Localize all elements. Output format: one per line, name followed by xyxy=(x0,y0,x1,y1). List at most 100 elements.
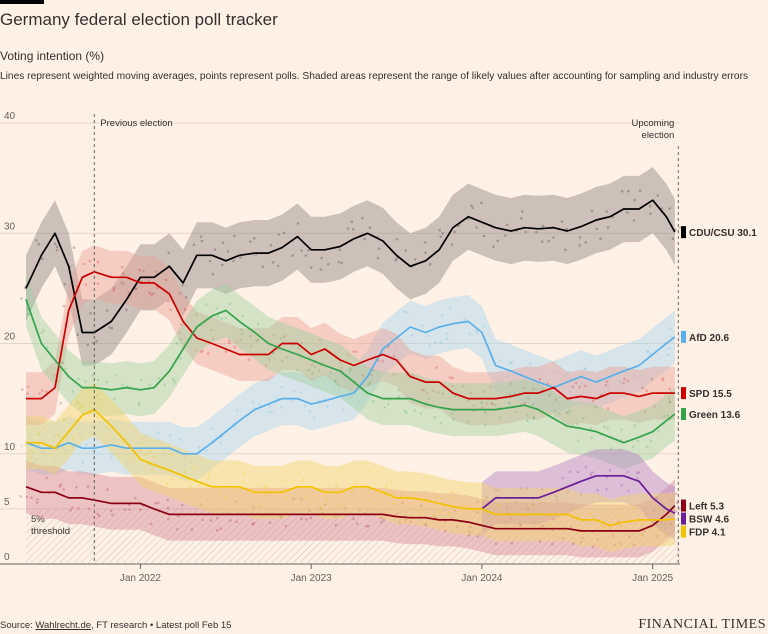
poll-dot-afd xyxy=(669,327,672,331)
poll-dot-spd xyxy=(310,363,314,366)
poll-dot-bsw xyxy=(525,487,528,490)
poll-dot-cdu-csu xyxy=(152,292,155,295)
poll-dot-green xyxy=(466,420,470,424)
poll-dot-fdp xyxy=(56,448,59,451)
poll-dot-left xyxy=(443,529,447,533)
poll-dot-afd xyxy=(338,388,341,392)
poll-dot-spd xyxy=(134,287,138,291)
y-tick-label: 40 xyxy=(4,111,16,122)
poll-dot-cdu-csu xyxy=(261,265,265,269)
poll-dot-cdu-csu xyxy=(578,236,582,239)
poll-dot-bsw xyxy=(627,489,630,493)
poll-dot-cdu-csu xyxy=(467,217,470,221)
poll-dot-green xyxy=(77,377,80,381)
poll-dot-cdu-csu xyxy=(276,264,280,268)
poll-dot-afd xyxy=(379,343,383,347)
poll-dot-left xyxy=(670,498,673,501)
poll-dot-spd xyxy=(626,379,630,383)
poll-dot-spd xyxy=(26,392,29,396)
poll-dot-left xyxy=(97,514,101,518)
poll-dot-cdu-csu xyxy=(200,239,204,243)
poll-dot-left xyxy=(309,516,313,520)
poll-dot-afd xyxy=(564,374,567,377)
poll-dot-spd xyxy=(421,388,424,392)
poll-dot-afd xyxy=(425,334,429,338)
poll-dot-green xyxy=(71,390,75,393)
poll-dot-cdu-csu xyxy=(547,239,550,243)
poll-dot-left xyxy=(518,523,522,526)
poll-dot-spd xyxy=(571,385,574,388)
poll-dot-left xyxy=(123,508,127,512)
poll-dot-left xyxy=(571,542,575,545)
poll-dot-spd xyxy=(211,337,215,341)
poll-dot-cdu-csu xyxy=(108,326,111,329)
poll-dot-afd xyxy=(499,370,503,374)
poll-dot-fdp xyxy=(96,415,99,419)
poll-dot-fdp xyxy=(29,456,32,460)
poll-dot-left xyxy=(619,542,622,545)
poll-dot-spd xyxy=(150,293,153,297)
poll-dot-afd xyxy=(28,433,32,437)
poll-dot-cdu-csu xyxy=(620,190,624,193)
poll-dot-cdu-csu xyxy=(55,245,59,249)
poll-dot-spd xyxy=(38,392,41,395)
poll-dot-left xyxy=(149,522,153,526)
poll-dot-bsw xyxy=(576,470,580,474)
poll-dot-spd xyxy=(641,386,644,390)
poll-dot-spd xyxy=(300,342,304,345)
poll-dot-green xyxy=(241,315,244,318)
line-bsw xyxy=(481,474,676,515)
poll-dot-afd xyxy=(312,416,316,420)
poll-dot-green xyxy=(272,351,275,355)
poll-dot-green xyxy=(419,412,423,415)
end-marker-left xyxy=(681,499,686,512)
poll-dot-cdu-csu xyxy=(428,262,432,266)
poll-dot-cdu-csu xyxy=(320,256,323,260)
poll-dot-fdp xyxy=(618,513,621,517)
poll-dot-fdp xyxy=(557,516,561,519)
poll-dot-cdu-csu xyxy=(350,220,354,223)
poll-dot-bsw xyxy=(669,522,672,526)
poll-dot-spd xyxy=(169,308,172,312)
poll-dot-green xyxy=(368,381,372,385)
poll-dot-afd xyxy=(110,452,114,456)
poll-dot-fdp xyxy=(380,497,383,501)
poll-dot-left xyxy=(69,509,72,512)
poll-dot-bsw xyxy=(620,484,623,487)
poll-dot-afd xyxy=(440,314,444,317)
poll-dot-green xyxy=(472,404,476,408)
poll-dot-spd xyxy=(84,283,88,286)
poll-dot-spd xyxy=(121,272,125,275)
poll-dot-left xyxy=(664,526,667,530)
poll-dot-green xyxy=(279,337,282,340)
poll-dot-green xyxy=(249,334,252,338)
poll-dot-fdp xyxy=(600,525,604,528)
poll-dot-cdu-csu xyxy=(584,241,587,244)
poll-dot-left xyxy=(166,498,170,502)
poll-dot-left xyxy=(252,521,256,525)
poll-dot-afd xyxy=(205,449,209,452)
band-spd xyxy=(26,245,675,426)
poll-dot-spd xyxy=(381,359,384,363)
poll-dot-spd xyxy=(183,308,187,311)
band-green xyxy=(26,272,675,470)
poll-dot-cdu-csu xyxy=(253,237,256,240)
poll-dot-afd xyxy=(557,402,561,405)
end-label-green: Green 13.6 xyxy=(689,410,741,421)
poll-dot-afd xyxy=(279,406,283,409)
poll-dot-afd xyxy=(156,431,160,434)
poll-dot-spd xyxy=(41,389,44,392)
poll-dot-fdp xyxy=(526,505,530,509)
poll-dot-fdp xyxy=(62,418,66,421)
source-link[interactable]: Wahlrecht.de xyxy=(35,620,92,631)
poll-dot-bsw xyxy=(485,495,489,499)
poll-dot-spd xyxy=(422,388,426,392)
poll-dot-green xyxy=(84,380,87,383)
poll-dot-left xyxy=(651,521,654,525)
poll-dot-left xyxy=(510,517,513,521)
poll-dot-spd xyxy=(523,401,527,405)
poll-dot-bsw xyxy=(637,471,641,474)
poll-dot-left xyxy=(519,524,522,527)
poll-dot-fdp xyxy=(197,484,201,487)
